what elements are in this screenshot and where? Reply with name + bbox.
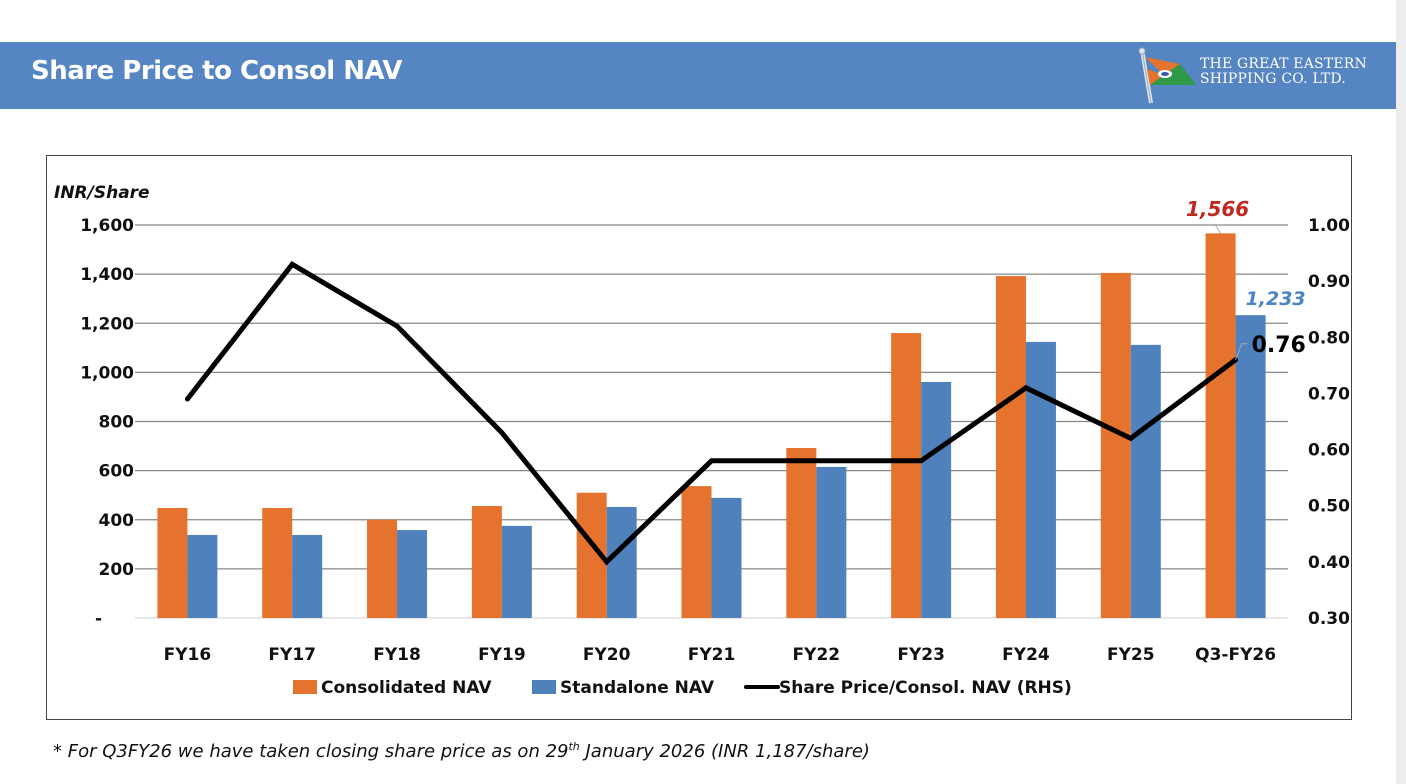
bar-standalone-nav	[921, 381, 952, 618]
left-tick-label: 1,400	[80, 265, 134, 285]
logo-line-2: SHIPPING CO. LTD.	[1200, 71, 1346, 87]
x-tick-label: FY18	[373, 645, 421, 665]
left-tick-label: 400	[99, 511, 135, 531]
legend-label-standalone: Standalone NAV	[560, 678, 715, 698]
bar-consolidated-nav	[1205, 233, 1236, 618]
ratio-line-layer	[184, 261, 1239, 566]
footnote-text-end: January 2026 (INR 1,187/share)	[579, 741, 870, 762]
bar-consolidated-nav	[786, 448, 817, 618]
bar-consolidated-nav	[367, 519, 398, 618]
bar-standalone-nav	[397, 530, 428, 618]
left-tick-label: 1,600	[80, 216, 134, 236]
annotations: 1,566 1,233 0.76	[1186, 197, 1306, 360]
legend-label-ratio: Share Price/Consol. NAV (RHS)	[779, 678, 1072, 698]
legend-label-consolidated: Consolidated NAV	[321, 678, 492, 698]
bars	[157, 233, 1266, 618]
bar-consolidated-nav	[891, 333, 922, 618]
x-tick-label: FY20	[583, 645, 631, 665]
x-tick-label: Q3-FY26	[1195, 645, 1276, 665]
annotation-leader	[1215, 225, 1222, 234]
bar-consolidated-nav	[157, 507, 188, 618]
flag-icon	[1138, 47, 1196, 104]
bar-consolidated-nav	[681, 486, 712, 618]
right-tick-label: 0.70	[1308, 384, 1350, 404]
legend: Consolidated NAV Standalone NAV Share Pric…	[293, 678, 1072, 698]
bar-consolidated-nav	[471, 505, 502, 618]
logo-line-1: THE GREAT EASTERN	[1200, 56, 1367, 72]
annotation-consolidated: 1,566	[1186, 197, 1249, 221]
legend-swatch-consolidated	[293, 680, 317, 694]
x-tick-label: FY17	[268, 645, 316, 665]
annotation-leader	[1235, 343, 1248, 360]
company-logo: THE GREAT EASTERN SHIPPING CO. LTD.	[1134, 47, 1384, 105]
footnote: * For Q3FY26 we have taken closing share…	[53, 740, 870, 762]
header-bar: Share Price to Consol NAV THE GREAT EAST…	[0, 42, 1396, 109]
right-axis-ticks: 0.30 0.40 0.50 0.60 0.70 0.80 0.90 1.00	[1308, 216, 1350, 629]
x-tick-label: FY22	[793, 645, 841, 665]
right-tick-label: 0.50	[1308, 497, 1350, 517]
x-tick-label: FY21	[688, 645, 736, 665]
right-tick-label: 0.40	[1308, 553, 1350, 573]
right-tick-label: 1.00	[1308, 216, 1350, 236]
footnote-sup: th	[568, 740, 580, 753]
left-tick-label: 800	[99, 413, 135, 433]
bar-consolidated-nav	[1100, 272, 1131, 618]
logo-text: THE GREAT EASTERN SHIPPING CO. LTD.	[1200, 57, 1367, 87]
left-tick-label: 600	[99, 462, 135, 482]
bar-standalone-nav	[1235, 315, 1266, 618]
right-tick-label: 0.60	[1308, 441, 1350, 461]
bar-consolidated-nav	[262, 507, 293, 618]
x-tick-label: FY25	[1107, 645, 1155, 665]
x-axis-ticks: FY16 FY17 FY18 FY19 FY20 FY21 FY22 FY23 FY24 FY25…	[164, 645, 1276, 665]
scrollbar-strip	[1396, 0, 1406, 784]
legend-swatch-standalone	[532, 680, 556, 694]
page-title: Share Price to Consol NAV	[31, 56, 403, 86]
x-tick-label: FY23	[897, 645, 945, 665]
left-tick-label: 200	[99, 560, 135, 580]
chart-frame	[46, 155, 1352, 720]
footnote-text: * For Q3FY26 we have taken closing share…	[53, 741, 569, 762]
bar-standalone-nav	[1025, 341, 1056, 618]
y-axis-label: INR/Share	[54, 183, 150, 203]
left-axis-ticks: - 200 400 600 800 1,000 1,200 1,400 1,600	[80, 216, 134, 629]
bar-standalone-nav	[187, 534, 218, 618]
bar-standalone-nav	[501, 525, 532, 618]
bar-standalone-nav	[1130, 344, 1161, 618]
bar-standalone-nav	[711, 497, 742, 618]
left-tick-label: -	[95, 609, 102, 629]
right-tick-label: 0.30	[1308, 609, 1350, 629]
bar-standalone-nav	[816, 466, 847, 618]
annotation-ratio: 0.76	[1252, 333, 1306, 358]
left-tick-label: 1,000	[80, 363, 134, 383]
left-tick-label: 1,200	[80, 314, 134, 334]
x-tick-label: FY16	[164, 645, 212, 665]
bar-standalone-nav	[606, 506, 637, 618]
x-tick-label: FY24	[1002, 645, 1050, 665]
right-tick-label: 0.90	[1308, 272, 1350, 292]
bar-consolidated-nav	[995, 276, 1026, 618]
right-tick-label: 0.80	[1308, 328, 1350, 348]
annotation-standalone: 1,233	[1246, 288, 1306, 310]
x-tick-label: FY19	[478, 645, 526, 665]
bar-standalone-nav	[292, 534, 323, 618]
